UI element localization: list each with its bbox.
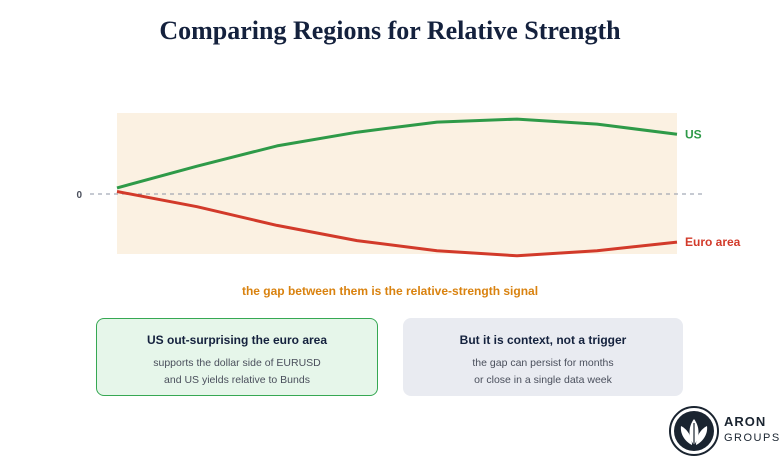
context-card: But it is context, not a trigger the gap… xyxy=(403,318,683,396)
logo-name: ARON xyxy=(724,414,767,429)
chart-band xyxy=(117,113,677,254)
context-card-line: or close in a single data week xyxy=(474,374,612,386)
logo-wordmark: ARON GROUPS xyxy=(724,414,780,446)
series-line-euro-area xyxy=(116,190,678,258)
signal-chart: 0 US Euro area xyxy=(76,113,741,258)
context-card-line: the gap can persist for months xyxy=(472,357,614,369)
us-card-line: and US yields relative to Bunds xyxy=(164,374,310,386)
us-card-title: US out-surprising the euro area xyxy=(146,333,328,347)
series-label-euro-area: Euro area xyxy=(685,235,741,249)
us-card: US out-surprising the euro area supports… xyxy=(96,318,378,396)
logo-sub: GROUPS xyxy=(724,432,780,444)
us-card-line: supports the dollar side of EURUSD xyxy=(153,357,321,369)
gap-note: the gap between them is the relative-str… xyxy=(241,284,539,298)
zero-label: 0 xyxy=(76,190,82,201)
series-label-us: US xyxy=(685,127,702,141)
context-card-title: But it is context, not a trigger xyxy=(459,333,627,347)
aron-leaf-icon xyxy=(669,406,719,456)
page-title: Comparing Regions for Relative Strength xyxy=(159,16,621,45)
series-line-us xyxy=(116,117,678,190)
